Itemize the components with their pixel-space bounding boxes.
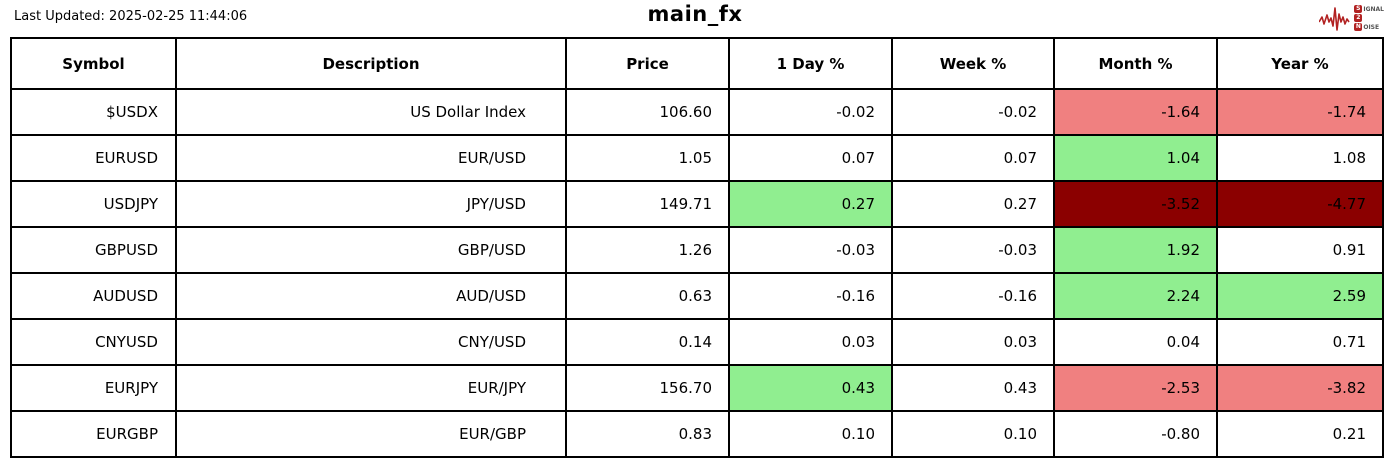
cell-day-pct: -0.02 xyxy=(728,88,893,136)
waveform-icon xyxy=(1319,7,1351,31)
cell-year-pct: 0.71 xyxy=(1216,318,1384,366)
cell-description: US Dollar Index xyxy=(175,88,567,136)
cell-price: 0.14 xyxy=(565,318,730,366)
cell-year-pct: -3.82 xyxy=(1216,364,1384,412)
cell-description: AUD/USD xyxy=(175,272,567,320)
cell-symbol: USDJPY xyxy=(10,180,177,228)
column-header-month-pct: Month % xyxy=(1053,37,1218,90)
cell-week-pct: -0.16 xyxy=(891,272,1055,320)
cell-year-pct: -1.74 xyxy=(1216,88,1384,136)
fx-table-header: Symbol Description Price 1 Day % Week % Month… xyxy=(10,37,1384,90)
cell-price: 106.60 xyxy=(565,88,730,136)
cell-week-pct: -0.02 xyxy=(891,88,1055,136)
cell-symbol: $USDX xyxy=(10,88,177,136)
table-row: USDJPY JPY/USD 149.71 0.27 0.27 -3.52 -4.77 xyxy=(10,180,1384,228)
logo-text: S IGNAL 2 N OISE xyxy=(1354,5,1384,31)
table-row: EURGBP EUR/GBP 0.83 0.10 0.10 -0.80 0.21 xyxy=(10,410,1384,458)
cell-description: GBP/USD xyxy=(175,226,567,274)
table-row: EURJPY EUR/JPY 156.70 0.43 0.43 -2.53 -3.82 xyxy=(10,364,1384,412)
cell-month-pct: 1.04 xyxy=(1053,134,1218,182)
logo-badge-n: N xyxy=(1354,23,1363,31)
cell-symbol: CNYUSD xyxy=(10,318,177,366)
cell-price: 0.83 xyxy=(565,410,730,458)
logo-text-oise: OISE xyxy=(1363,23,1380,31)
cell-year-pct: -4.77 xyxy=(1216,180,1384,228)
column-header-day-pct: 1 Day % xyxy=(728,37,893,90)
cell-week-pct: 0.07 xyxy=(891,134,1055,182)
cell-symbol: EURGBP xyxy=(10,410,177,458)
cell-week-pct: 0.43 xyxy=(891,364,1055,412)
cell-month-pct: -3.52 xyxy=(1053,180,1218,228)
cell-month-pct: -1.64 xyxy=(1053,88,1218,136)
column-header-symbol: Symbol xyxy=(10,37,177,90)
cell-month-pct: -0.80 xyxy=(1053,410,1218,458)
cell-year-pct: 0.21 xyxy=(1216,410,1384,458)
signal2noise-logo: S IGNAL 2 N OISE xyxy=(1319,3,1384,33)
cell-day-pct: -0.16 xyxy=(728,272,893,320)
table-row: EURUSD EUR/USD 1.05 0.07 0.07 1.04 1.08 xyxy=(10,134,1384,182)
cell-day-pct: 0.07 xyxy=(728,134,893,182)
cell-description: EUR/GBP xyxy=(175,410,567,458)
table-row: $USDX US Dollar Index 106.60 -0.02 -0.02 -1.6… xyxy=(10,88,1384,136)
cell-month-pct: -2.53 xyxy=(1053,364,1218,412)
cell-week-pct: 0.27 xyxy=(891,180,1055,228)
table-row: GBPUSD GBP/USD 1.26 -0.03 -0.03 1.92 0.91 xyxy=(10,226,1384,274)
table-row: CNYUSD CNY/USD 0.14 0.03 0.03 0.04 0.71 xyxy=(10,318,1384,366)
logo-badge-s: S xyxy=(1354,5,1363,13)
cell-week-pct: 0.10 xyxy=(891,410,1055,458)
cell-day-pct: 0.10 xyxy=(728,410,893,458)
cell-symbol: AUDUSD xyxy=(10,272,177,320)
cell-month-pct: 0.04 xyxy=(1053,318,1218,366)
column-header-week-pct: Week % xyxy=(891,37,1055,90)
cell-price: 149.71 xyxy=(565,180,730,228)
logo-text-ignal: IGNAL xyxy=(1363,5,1384,13)
cell-year-pct: 0.91 xyxy=(1216,226,1384,274)
cell-day-pct: -0.03 xyxy=(728,226,893,274)
column-header-price: Price xyxy=(565,37,730,90)
cell-day-pct: 0.03 xyxy=(728,318,893,366)
fx-table-body: $USDX US Dollar Index 106.60 -0.02 -0.02 -1.6… xyxy=(10,88,1384,458)
cell-day-pct: 0.43 xyxy=(728,364,893,412)
cell-price: 1.26 xyxy=(565,226,730,274)
cell-symbol: GBPUSD xyxy=(10,226,177,274)
header-row: Symbol Description Price 1 Day % Week % Month… xyxy=(10,37,1384,90)
cell-month-pct: 2.24 xyxy=(1053,272,1218,320)
cell-description: EUR/USD xyxy=(175,134,567,182)
column-header-description: Description xyxy=(175,37,567,90)
cell-month-pct: 1.92 xyxy=(1053,226,1218,274)
cell-price: 156.70 xyxy=(565,364,730,412)
cell-year-pct: 1.08 xyxy=(1216,134,1384,182)
cell-symbol: EURUSD xyxy=(10,134,177,182)
cell-week-pct: 0.03 xyxy=(891,318,1055,366)
logo-badge-2: 2 xyxy=(1354,14,1363,22)
cell-description: EUR/JPY xyxy=(175,364,567,412)
page-title: main_fx xyxy=(647,2,743,26)
column-header-year-pct: Year % xyxy=(1216,37,1384,90)
cell-year-pct: 2.59 xyxy=(1216,272,1384,320)
last-updated-label: Last Updated: 2025-02-25 11:44:06 xyxy=(14,9,248,24)
cell-price: 1.05 xyxy=(565,134,730,182)
cell-price: 0.63 xyxy=(565,272,730,320)
cell-description: CNY/USD xyxy=(175,318,567,366)
table-row: AUDUSD AUD/USD 0.63 -0.16 -0.16 2.24 2.59 xyxy=(10,272,1384,320)
cell-description: JPY/USD xyxy=(175,180,567,228)
cell-symbol: EURJPY xyxy=(10,364,177,412)
cell-day-pct: 0.27 xyxy=(728,180,893,228)
fx-table: Symbol Description Price 1 Day % Week % Month… xyxy=(10,37,1384,458)
cell-week-pct: -0.03 xyxy=(891,226,1055,274)
